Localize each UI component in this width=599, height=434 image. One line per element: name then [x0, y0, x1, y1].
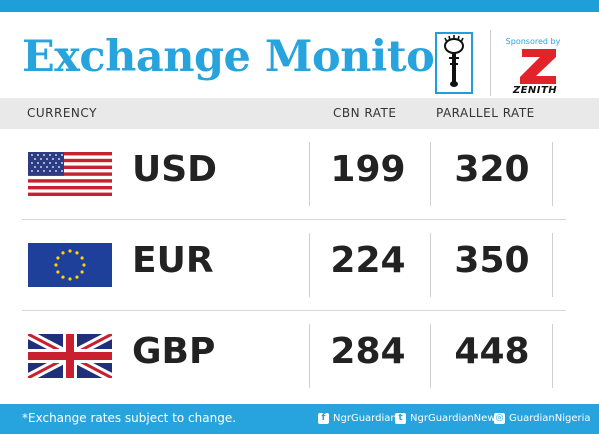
- guardian-logo-icon: [435, 32, 473, 94]
- row-divider: [22, 310, 566, 311]
- cbn-rate-value: 224: [330, 240, 406, 281]
- column-divider: [430, 142, 431, 206]
- top-accent-bar: [0, 0, 599, 12]
- facebook-link[interactable]: f NgrGuardian: [318, 413, 397, 424]
- currency-column-header: CURRENCY: [27, 106, 97, 120]
- row-divider: [22, 219, 566, 220]
- twitter-handle: NgrGuardianNews: [410, 413, 501, 424]
- facebook-icon: f: [318, 413, 329, 424]
- instagram-link[interactable]: ◎ GuardianNigeria: [494, 413, 591, 424]
- parallel-rate-value: 448: [454, 331, 530, 372]
- sponsor-name: ZENITH: [512, 85, 558, 96]
- instagram-icon: ◎: [494, 413, 505, 424]
- twitter-icon: t: [395, 413, 406, 424]
- header-divider: [490, 30, 491, 96]
- currency-code: EUR: [132, 240, 214, 281]
- cbn-rate-column-header: CBN RATE: [333, 106, 397, 120]
- instagram-handle: GuardianNigeria: [509, 413, 591, 424]
- header: Exchange Monitor Sponsored by ZENITH: [0, 12, 599, 98]
- parallel-rate-value: 350: [454, 240, 530, 281]
- zenith-logo-icon: [500, 46, 570, 90]
- footer-bar: *Exchange rates subject to change. f Ngr…: [0, 404, 599, 434]
- twitter-link[interactable]: t NgrGuardianNews: [395, 413, 501, 424]
- page-title: Exchange Monitor: [22, 32, 457, 82]
- column-divider: [552, 324, 553, 388]
- rate-row-gbp: GBP 284 448: [0, 311, 599, 401]
- rate-row-eur: EUR 224 350: [0, 220, 599, 310]
- column-header-bar: CURRENCY CBN RATE PARALLEL RATE: [0, 98, 599, 129]
- parallel-rate-column-header: PARALLEL RATE: [436, 106, 535, 120]
- sponsored-label: Sponsored by: [505, 37, 561, 46]
- column-divider: [552, 233, 553, 297]
- disclaimer-note: *Exchange rates subject to change.: [22, 411, 237, 425]
- column-divider: [430, 324, 431, 388]
- column-divider: [430, 233, 431, 297]
- currency-code: USD: [132, 149, 218, 190]
- parallel-rate-value: 320: [454, 149, 530, 190]
- rate-row-usd: USD 199 320: [0, 129, 599, 219]
- cbn-rate-value: 199: [330, 149, 406, 190]
- column-divider: [552, 142, 553, 206]
- currency-code: GBP: [132, 331, 216, 372]
- cbn-rate-value: 284: [330, 331, 406, 372]
- column-divider: [309, 324, 310, 388]
- column-divider: [309, 142, 310, 206]
- column-divider: [309, 233, 310, 297]
- us-flag-icon: [28, 152, 112, 196]
- uk-flag-icon: [28, 334, 112, 378]
- facebook-handle: NgrGuardian: [333, 413, 397, 424]
- eu-flag-icon: [28, 243, 112, 287]
